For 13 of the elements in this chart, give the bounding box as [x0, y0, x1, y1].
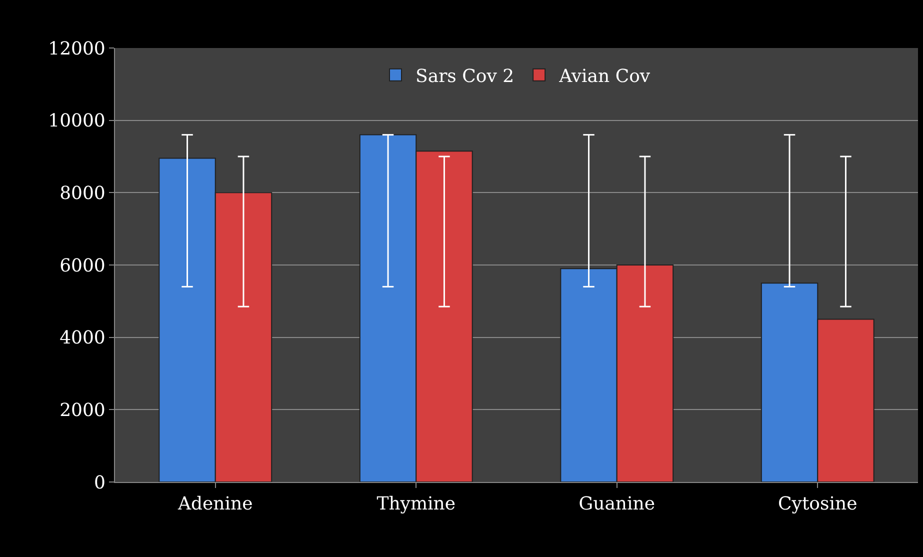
y-tick-label: 6000	[60, 255, 106, 276]
x-tick-label: Cytosine	[778, 494, 858, 515]
y-tick-label: 4000	[60, 328, 106, 349]
y-tick-label: 0	[94, 472, 106, 494]
legend-label: Sars Cov 2	[416, 66, 514, 87]
x-tick-label: Thymine	[376, 494, 456, 515]
y-tick-label: 10000	[48, 110, 106, 132]
x-tick-label: Adenine	[176, 494, 253, 515]
y-tick-label: 2000	[60, 400, 106, 421]
x-tick-label: Guanine	[578, 494, 656, 515]
y-tick-label: 8000	[60, 182, 106, 204]
legend-label: Avian Cov	[558, 66, 651, 87]
y-tick-label: 12000	[48, 38, 106, 60]
